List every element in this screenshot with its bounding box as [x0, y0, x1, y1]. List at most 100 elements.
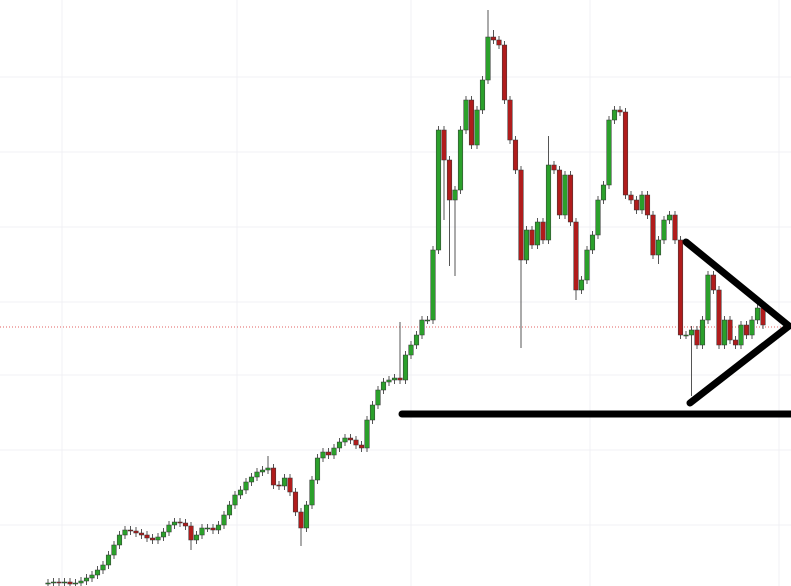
candle-body [303, 504, 310, 529]
candle-body [419, 319, 425, 336]
candle-body [463, 99, 469, 131]
candle-body [155, 536, 161, 541]
candle-body [171, 521, 178, 526]
candle-body [347, 437, 354, 441]
candle-body [94, 569, 101, 576]
candle-body [490, 36, 497, 41]
candle-body [710, 274, 717, 291]
candle-body [353, 439, 359, 446]
candle-body [89, 574, 95, 579]
candle-body [177, 521, 183, 524]
candle-body [501, 44, 508, 101]
candle-body [474, 109, 480, 146]
candle-body [314, 457, 321, 481]
candle-body [578, 279, 585, 291]
candle-body [320, 451, 326, 459]
triangle-upper [682, 238, 791, 330]
candle-body [281, 477, 288, 487]
candle-body [622, 111, 629, 196]
candle-body [507, 99, 513, 141]
candle-body [270, 467, 277, 486]
candle-body [265, 467, 271, 471]
candle-body [644, 194, 651, 216]
candle-body [100, 564, 106, 571]
candle-body [248, 476, 255, 483]
triangle-lower [686, 322, 791, 407]
candle-body [386, 379, 392, 383]
candle-body [199, 527, 205, 536]
candle-body [523, 229, 530, 261]
candle-body [496, 39, 502, 46]
candle-body [435, 129, 442, 251]
candle-body [573, 221, 579, 291]
candle-body [699, 319, 706, 346]
candle-body [743, 324, 750, 336]
candle-body [518, 169, 524, 261]
candle-body [562, 174, 568, 216]
candle-body [72, 582, 79, 585]
candle-body [50, 581, 57, 584]
candle-body [243, 481, 249, 491]
candle-body [105, 554, 112, 566]
candle-body [727, 319, 733, 341]
candle-body [221, 514, 227, 526]
candle-body [600, 184, 607, 201]
candle-body [397, 377, 403, 381]
candle-body [677, 239, 684, 336]
candle-body [287, 477, 293, 493]
candle-body [655, 239, 662, 256]
candle-body [611, 109, 618, 121]
candle-body [182, 522, 189, 527]
candle-body [67, 581, 73, 585]
candle-body [749, 319, 755, 336]
candle-body [336, 441, 343, 449]
candle-body [331, 447, 337, 456]
candle-body [309, 479, 315, 506]
candle-body [512, 139, 519, 171]
candle-body [661, 219, 667, 241]
candle-body [144, 534, 150, 539]
candle-body [122, 529, 128, 536]
candle-body [672, 214, 678, 241]
candle-body [408, 344, 414, 356]
candle-body [133, 530, 139, 534]
candle-body [369, 404, 376, 421]
drawings [398, 238, 791, 418]
candle-body [210, 527, 216, 531]
candle-body [83, 577, 90, 582]
candle-body [342, 437, 348, 443]
candle-body [705, 274, 711, 321]
candle-body [380, 381, 387, 391]
candle-body [529, 229, 535, 246]
candle-body [259, 469, 266, 473]
candle-body [430, 249, 436, 321]
candle-body [446, 159, 453, 201]
candle-body [650, 214, 656, 256]
candle-body [215, 524, 222, 531]
candle-body [116, 534, 123, 546]
candle-body [325, 451, 332, 456]
candle-body [732, 339, 739, 346]
candle-body [545, 164, 552, 241]
candle-body [639, 194, 645, 211]
candle-body [226, 504, 233, 516]
candle-body [479, 79, 486, 111]
candle-body [441, 129, 447, 161]
candle-body [567, 174, 574, 223]
candle-body [292, 491, 299, 513]
candle-body [78, 580, 84, 584]
candle-body [595, 199, 601, 236]
candle-body [606, 119, 612, 186]
candle-body [589, 234, 596, 251]
candle-body [628, 194, 634, 201]
candle-body [457, 129, 464, 191]
candle-body [358, 444, 365, 449]
candle-body [45, 582, 51, 585]
candle-body [204, 527, 211, 530]
candle-body [556, 169, 563, 216]
candle-body [468, 99, 475, 146]
candle-body [237, 489, 244, 496]
